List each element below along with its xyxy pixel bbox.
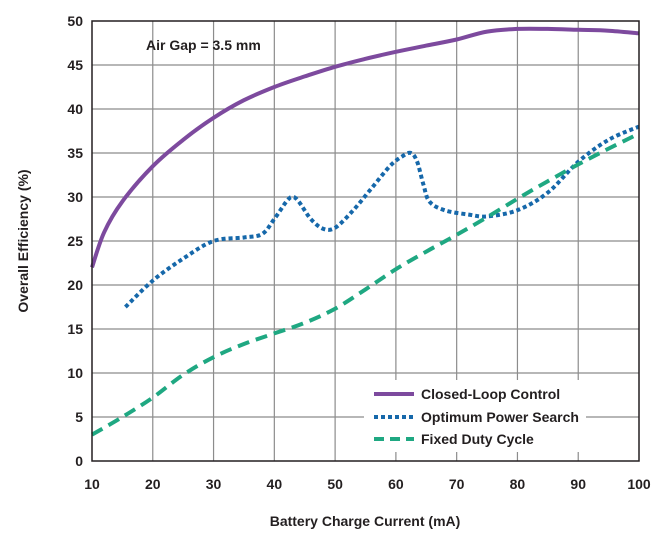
x-tick-label: 100 [627,476,651,492]
x-tick-label: 30 [206,476,222,492]
x-axis-title: Battery Charge Current (mA) [270,513,461,529]
y-tick-label: 25 [67,233,83,249]
y-tick-label: 30 [67,189,83,205]
legend-label-fixed-duty: Fixed Duty Cycle [421,431,534,447]
x-tick-label: 40 [267,476,283,492]
x-tick-label: 70 [449,476,465,492]
legend: Closed-Loop Control Optimum Power Search… [364,380,586,452]
x-tick-label: 50 [327,476,343,492]
y-axis-title: Overall Efficiency (%) [15,169,31,312]
x-tick-label: 10 [84,476,100,492]
y-tick-label: 45 [67,57,83,73]
x-tick-label: 80 [510,476,526,492]
y-tick-label: 35 [67,145,83,161]
y-tick-label: 5 [75,409,83,425]
legend-label-optimum-power: Optimum Power Search [421,409,579,425]
x-tick-label: 90 [570,476,586,492]
y-tick-label: 15 [67,321,83,337]
series-lines [90,26,640,437]
y-tick-label: 20 [67,277,83,293]
tick-labels: 10 20 30 40 50 60 70 80 90 100 0 5 10 15 20 25 30 35 40 45 5… [67,13,650,492]
series-optimum-power-search [124,124,640,309]
y-tick-label: 0 [75,453,83,469]
legend-label-closed-loop: Closed-Loop Control [421,386,560,402]
air-gap-annotation: Air Gap = 3.5 mm [146,37,261,53]
plot-frame [91,20,640,462]
x-tick-label: 60 [388,476,404,492]
series-closed-loop-control [90,26,640,269]
y-tick-label: 50 [67,13,83,29]
y-tick-label: 40 [67,101,83,117]
y-tick-label: 10 [67,365,83,381]
series-fixed-duty-cycle [91,131,640,437]
x-tick-label: 20 [145,476,161,492]
